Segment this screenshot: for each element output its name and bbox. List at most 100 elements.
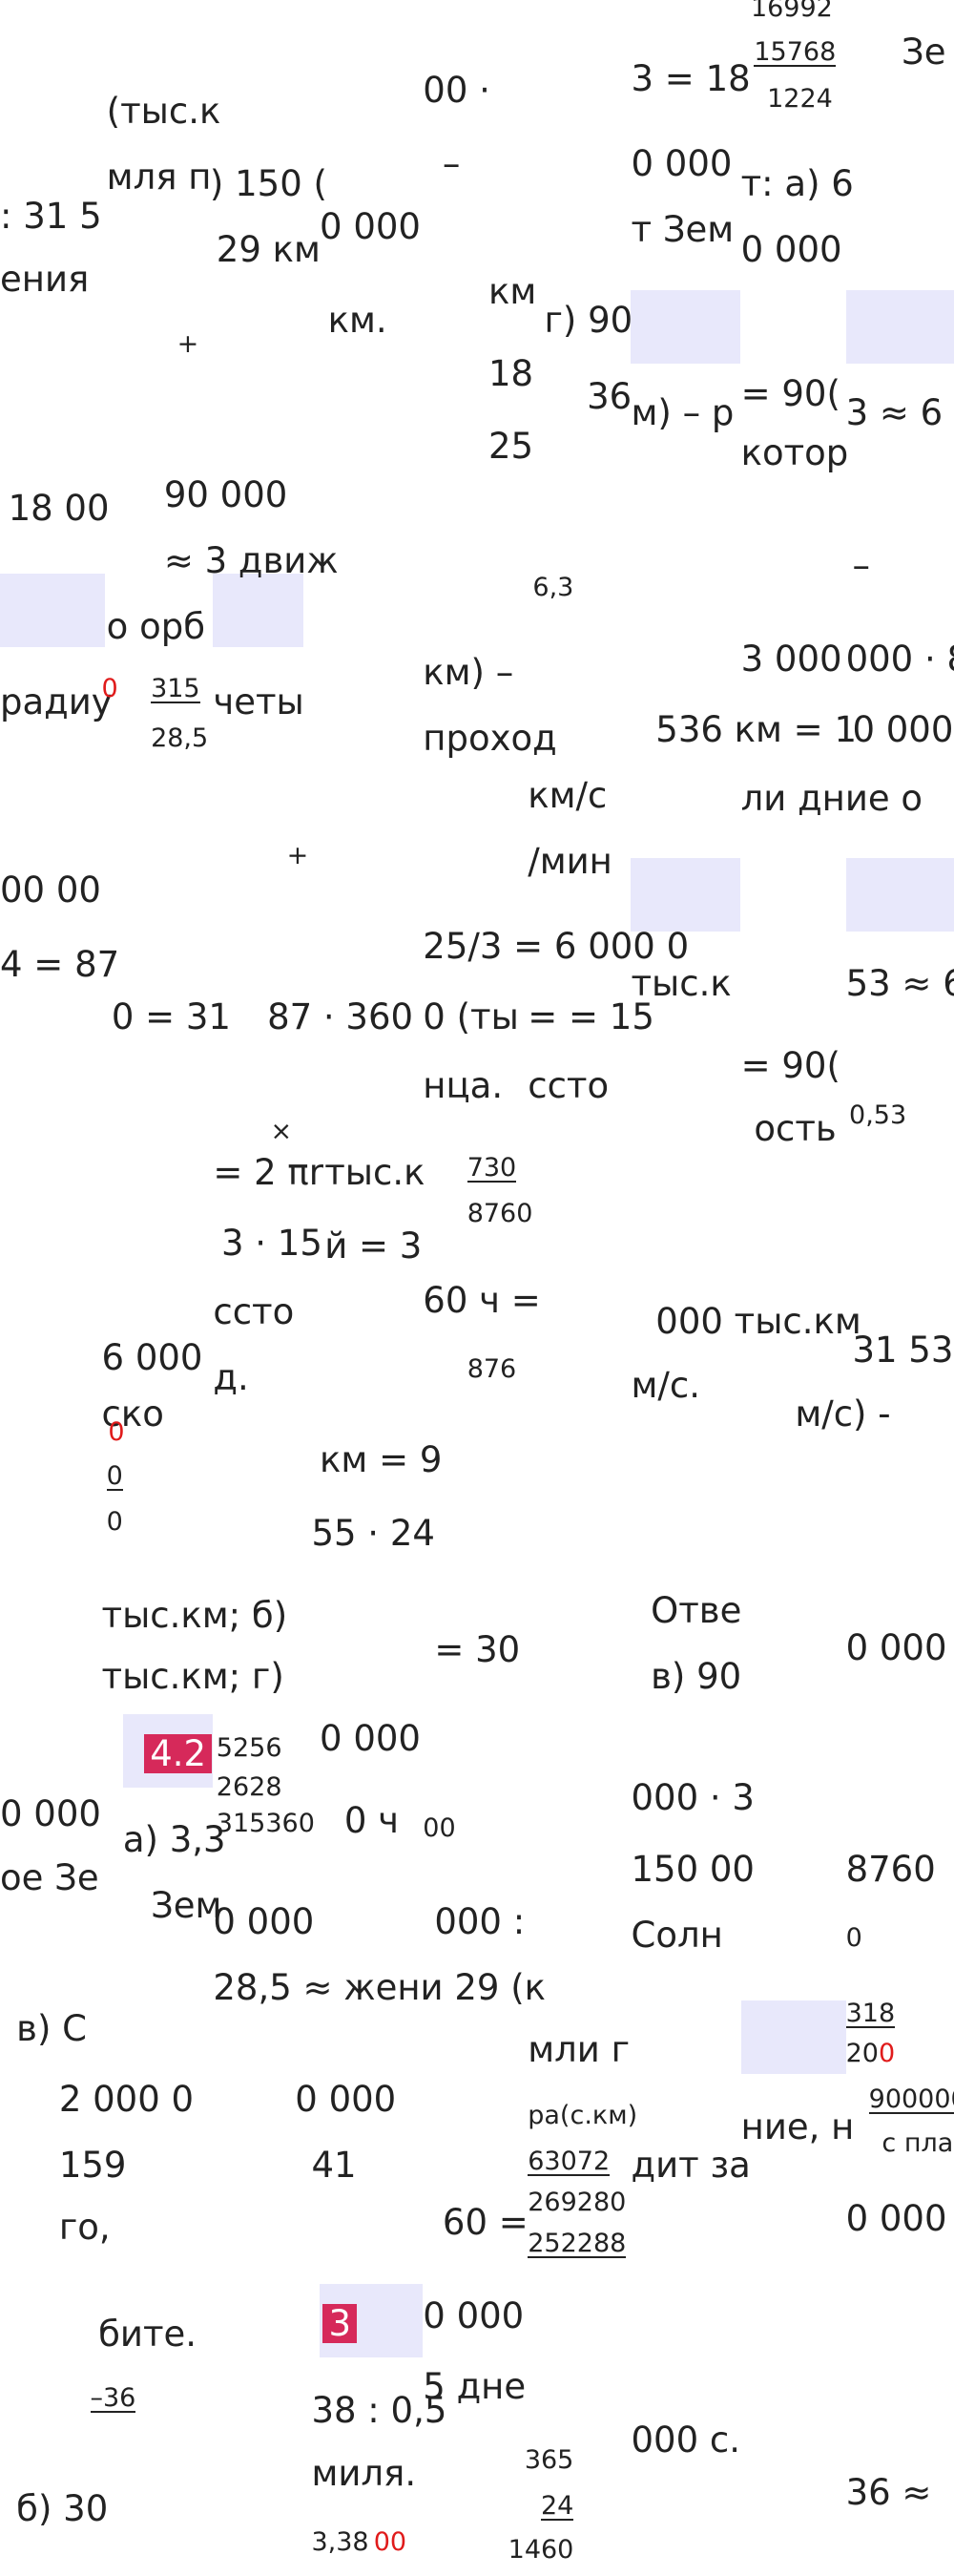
text-fragment: 60 = xyxy=(442,2201,529,2243)
text-fragment: ое Зе xyxy=(0,1856,99,1898)
text-fragment: 3 · 15 xyxy=(220,1222,322,1264)
text-fragment: –36 xyxy=(90,2382,136,2413)
text-fragment: 0 ч xyxy=(343,1799,399,1841)
text-fragment: + xyxy=(286,841,309,871)
text-fragment: 3 000 xyxy=(740,639,842,681)
highlight xyxy=(741,2000,846,2074)
text-fragment: = 30 xyxy=(434,1629,521,1671)
text-fragment: 252288 xyxy=(528,2229,627,2258)
text-fragment: – xyxy=(442,143,461,185)
text-fragment: т Зем xyxy=(631,209,735,251)
text-fragment: ) 150 ( xyxy=(209,162,327,204)
text-fragment: м/с) - xyxy=(795,1393,891,1435)
highlight xyxy=(0,574,105,647)
text-fragment: × xyxy=(270,1117,293,1147)
text-fragment: го, xyxy=(58,2206,111,2248)
text-fragment: о орб xyxy=(106,605,206,647)
highlight xyxy=(213,574,303,647)
text-fragment: 1224 xyxy=(767,83,833,114)
text-fragment: мля п xyxy=(106,157,212,199)
text-fragment: 0 000 xyxy=(631,143,733,185)
text-fragment: 00 xyxy=(423,1813,456,1844)
text-fragment: 2628 xyxy=(216,1772,282,1803)
text-fragment: 0 xyxy=(101,674,118,704)
text-fragment: 25/3 = 6 000 0 xyxy=(423,925,690,967)
text-fragment: 000 · 8 xyxy=(845,639,954,681)
text-fragment: 8760 xyxy=(467,1198,533,1228)
highlight xyxy=(846,290,954,364)
text-fragment: (тыс.к xyxy=(106,91,221,133)
text-fragment: 4 = 87 xyxy=(0,943,120,985)
text-fragment: 00 xyxy=(373,2526,407,2557)
text-fragment: тыс.км; г) xyxy=(101,1655,284,1697)
text-fragment: г) 90 xyxy=(544,299,633,341)
text-fragment: 6,3 xyxy=(532,572,574,602)
text-fragment: 0 (ты xyxy=(423,995,519,1037)
text-fragment: 8760 xyxy=(845,1849,936,1891)
text-fragment: 0 xyxy=(106,1507,123,1537)
text-fragment: 60 ч = xyxy=(423,1280,541,1322)
text-fragment: 0 000 xyxy=(845,2198,947,2240)
text-fragment: 0 xyxy=(106,1460,123,1491)
text-fragment: м/с. xyxy=(631,1365,700,1407)
text-fragment: = 2 πr xyxy=(213,1152,323,1194)
text-fragment: 55 · 24 xyxy=(311,1513,435,1555)
text-fragment: 0 000 xyxy=(423,2294,525,2336)
text-fragment: 18 00 xyxy=(8,488,110,530)
text-fragment: 0 000 xyxy=(320,1717,421,1759)
text-fragment: 29 км xyxy=(216,228,321,270)
text-fragment: 16992 xyxy=(750,0,833,24)
text-fragment: 3,38 xyxy=(311,2526,369,2557)
text-fragment: 36 xyxy=(587,376,633,418)
text-fragment: 730 xyxy=(467,1152,517,1183)
text-fragment: км/с xyxy=(528,774,608,816)
text-fragment: 41 xyxy=(311,2144,357,2186)
text-fragment: 159 xyxy=(58,2144,127,2186)
text-fragment: 0 000 xyxy=(740,228,842,270)
text-fragment: 365 xyxy=(524,2444,574,2475)
text-fragment: = 90( xyxy=(740,1045,840,1087)
text-fragment: 0 000 · xyxy=(845,1627,954,1669)
text-fragment: с пла xyxy=(881,2128,954,2159)
text-fragment: = 90( xyxy=(740,372,840,414)
text-fragment: км. xyxy=(327,299,387,341)
text-fragment: 28,5 xyxy=(151,723,209,753)
text-fragment: 0 xyxy=(878,2038,896,2068)
text-fragment: 536 км = 1 xyxy=(655,709,857,751)
text-fragment: 0 000 xyxy=(852,709,954,751)
text-fragment: 00 · xyxy=(423,70,490,111)
text-fragment: 28,5 ≈ жени 29 (к xyxy=(213,1966,546,2008)
text-fragment: 5 дне xyxy=(423,2365,527,2407)
text-fragment: 000 · 3 xyxy=(631,1776,755,1818)
text-fragment: 6 000 xyxy=(101,1337,203,1379)
text-fragment: ≈ 3 движ xyxy=(163,540,339,582)
text-fragment: 0 000 xyxy=(295,2078,397,2120)
text-fragment: 269280 xyxy=(528,2188,627,2218)
text-fragment: 38 : 0,5 xyxy=(311,2390,447,2432)
text-fragment: 00 00 xyxy=(0,869,101,911)
text-fragment: 90 000 xyxy=(163,474,288,516)
text-fragment: мли г xyxy=(528,2029,631,2071)
text-fragment: 0,53 xyxy=(849,1100,907,1130)
text-fragment: 3 xyxy=(322,2304,358,2344)
text-fragment: 1460 xyxy=(508,2535,574,2566)
text-fragment: 25 xyxy=(488,425,534,467)
text-fragment: Зе xyxy=(902,31,946,73)
text-fragment: 63072 xyxy=(528,2147,611,2177)
text-fragment: Зем xyxy=(151,1885,222,1927)
text-fragment: котор xyxy=(740,431,849,473)
text-fragment: 24 xyxy=(541,2490,574,2521)
text-fragment: м) – р xyxy=(631,392,735,434)
text-fragment: а) 3,3 xyxy=(122,1819,226,1861)
text-fragment: 3 ≈ 6 ( xyxy=(845,392,954,434)
text-fragment: 000 с. xyxy=(631,2419,741,2461)
text-fragment: 000 тыс.км xyxy=(655,1301,861,1343)
highlight xyxy=(846,858,954,932)
text-fragment: й = 3 xyxy=(324,1225,423,1267)
text-fragment: 150 00 xyxy=(631,1849,755,1891)
text-fragment: 318 xyxy=(845,1999,896,2029)
text-fragment: 20 xyxy=(845,2038,879,2068)
highlight xyxy=(631,858,740,932)
text-fragment: 53 ≈ 6, xyxy=(845,963,954,1005)
